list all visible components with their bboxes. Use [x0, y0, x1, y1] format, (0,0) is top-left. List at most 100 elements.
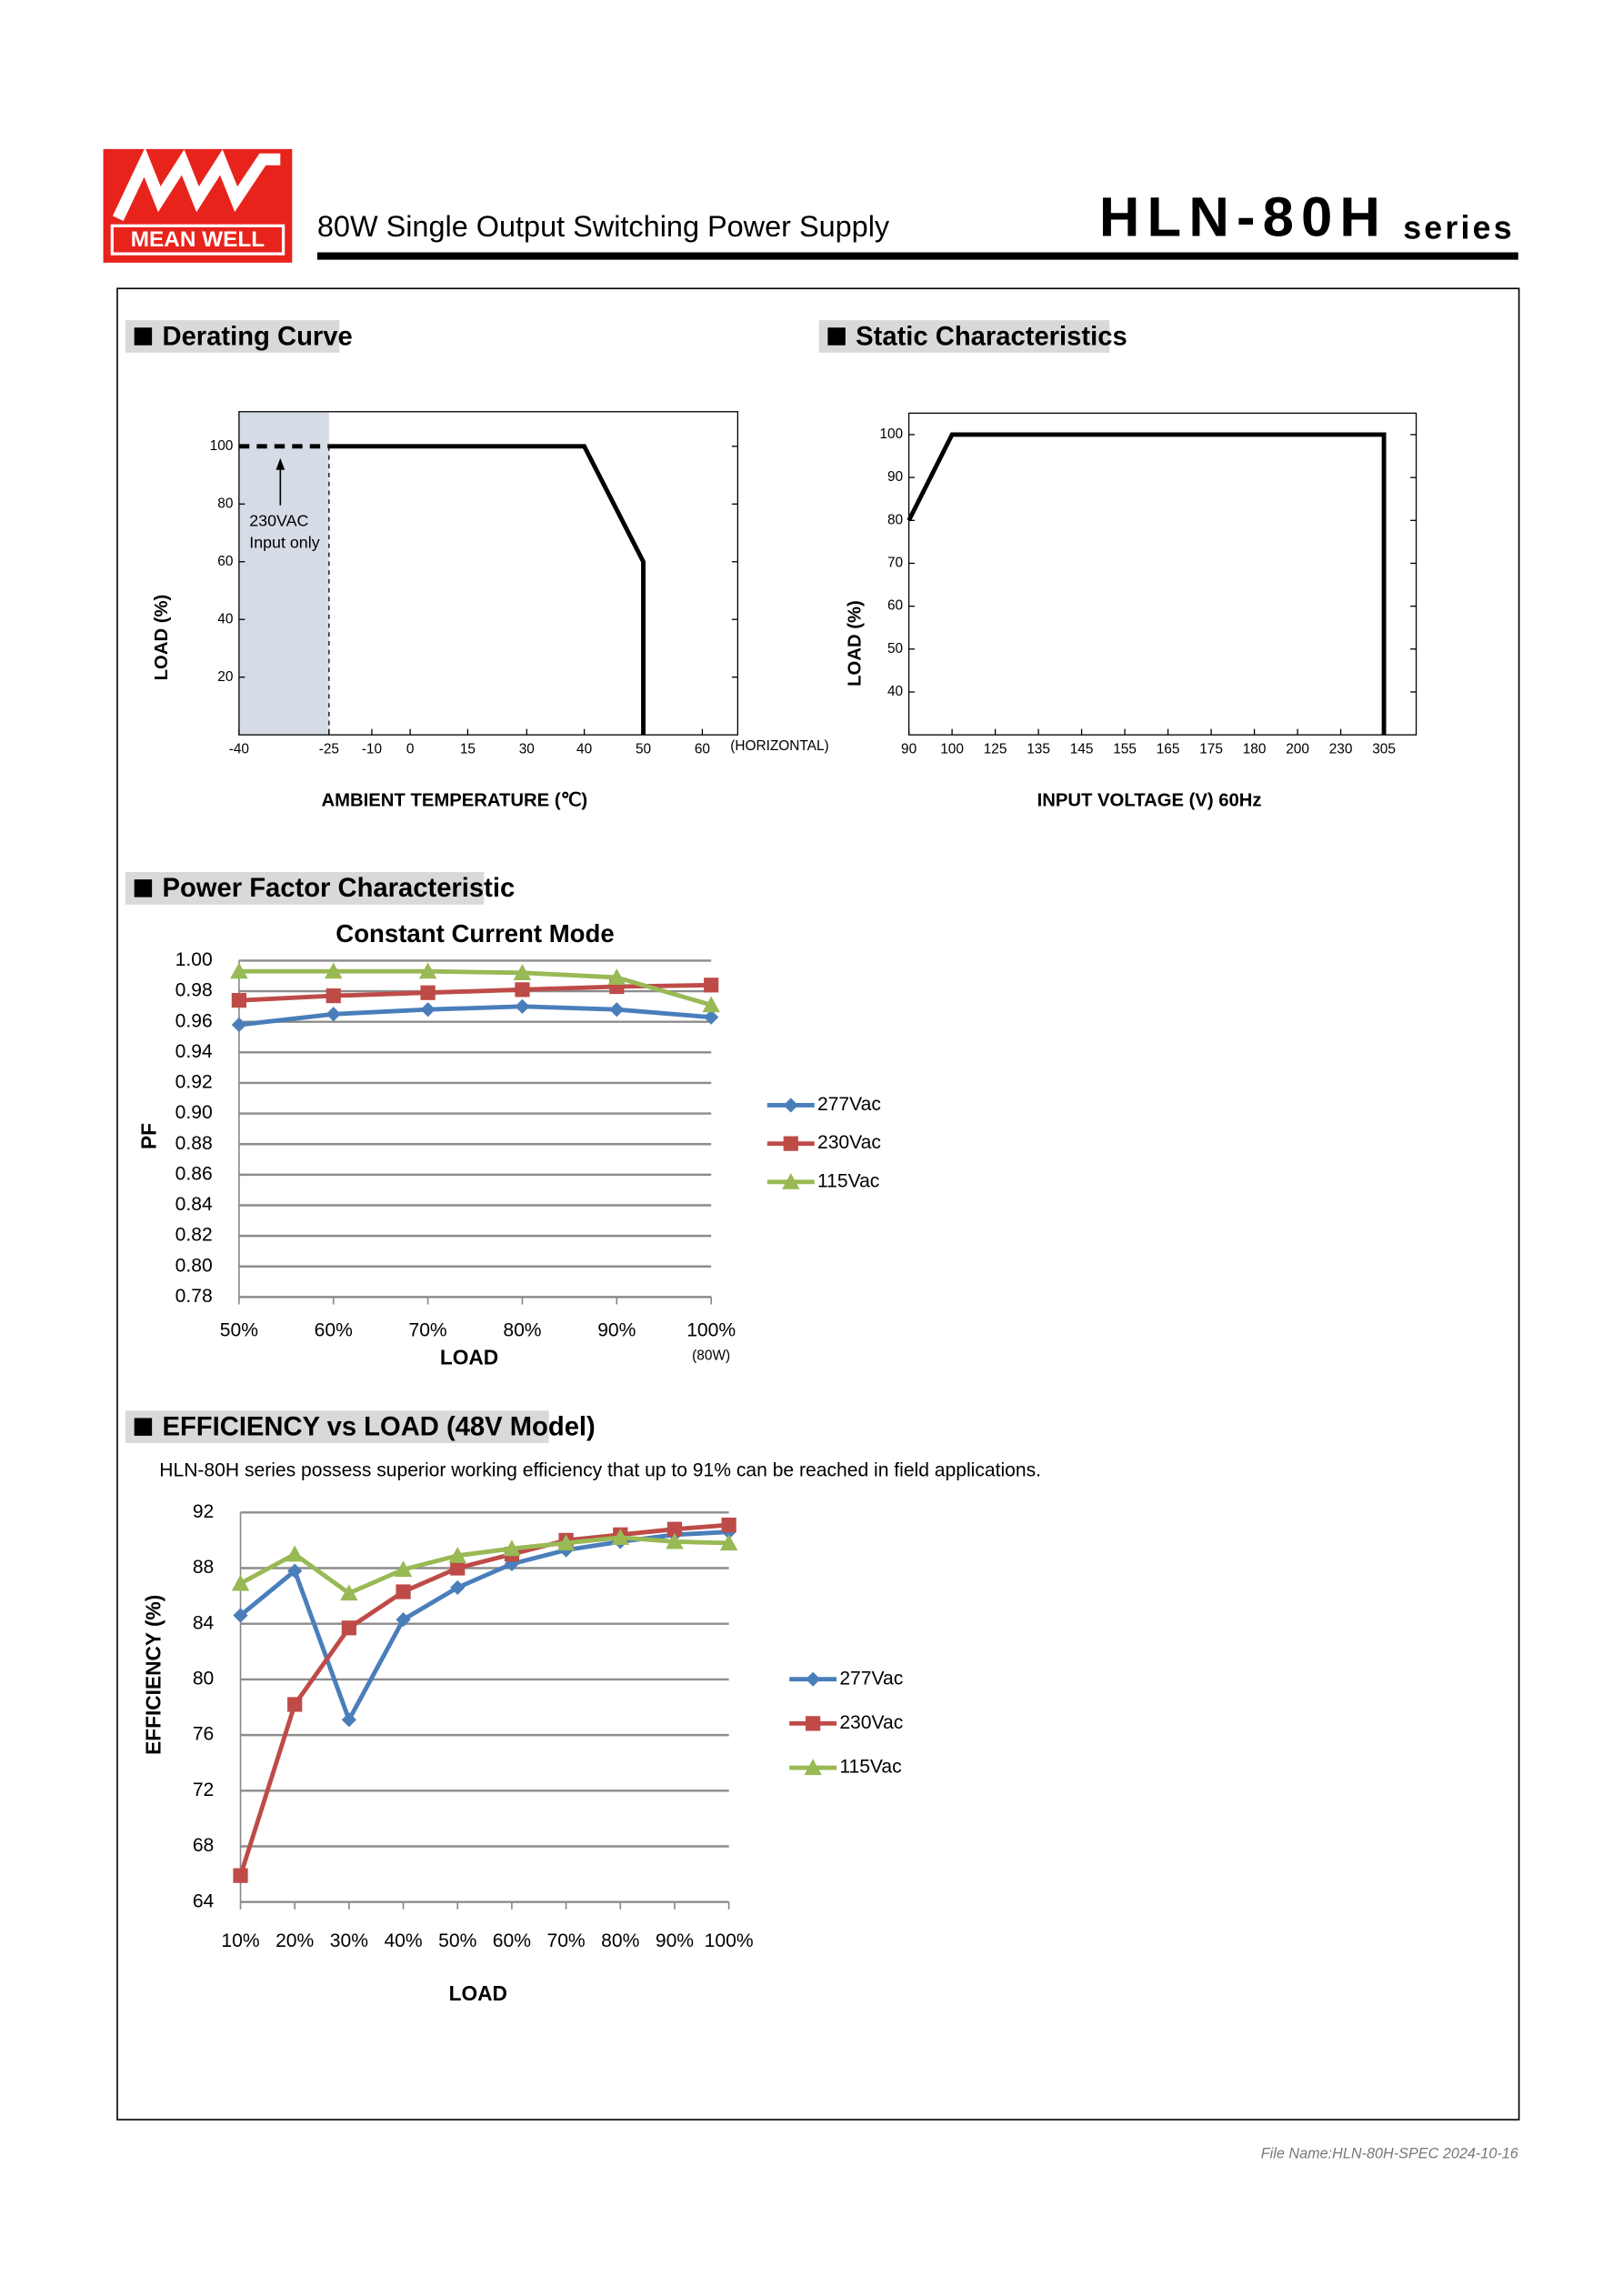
data-point	[515, 982, 530, 998]
section-heading-bg	[125, 872, 485, 905]
legend-marker	[782, 1173, 800, 1189]
data-point	[515, 998, 530, 1014]
data-point	[721, 1517, 736, 1533]
x-tick-label: 145	[1070, 741, 1094, 757]
y-tick-label: 70	[887, 556, 903, 571]
data-point	[503, 1539, 521, 1557]
data-point	[326, 1007, 341, 1022]
section-heading: Power Factor Characteristic	[163, 874, 516, 903]
data-point	[611, 1529, 630, 1545]
subtitle: 80W Single Output Switching Power Supply	[317, 210, 890, 243]
x-tick-label: 200	[1286, 741, 1309, 757]
annotation: Input only	[249, 534, 319, 552]
data-point	[341, 1620, 356, 1636]
y-axis-label: LOAD (%)	[846, 600, 866, 687]
section-heading-square	[827, 327, 846, 346]
y-tick-label: 84	[193, 1612, 215, 1633]
x-tick-label: 40%	[384, 1930, 422, 1951]
data-point	[230, 962, 248, 979]
x-tick-label: 135	[1027, 741, 1050, 757]
y-tick-label: 0.96	[175, 1010, 213, 1031]
y-tick-label: 1.00	[175, 949, 213, 970]
y-axis-label: LOAD (%)	[152, 595, 172, 681]
x-tick-label: 0	[406, 741, 415, 757]
section-heading-bg	[125, 1410, 549, 1444]
data-point	[513, 964, 532, 980]
annotation: 230VAC	[249, 511, 308, 529]
y-tick-label: 90	[887, 469, 903, 485]
section-heading-square	[134, 879, 153, 897]
series-line	[328, 444, 646, 736]
y-tick-label: 0.80	[175, 1255, 213, 1276]
series-line	[238, 1522, 729, 1877]
x-tick-label: 90%	[597, 1319, 636, 1340]
legend-marker	[806, 1671, 821, 1687]
x-axis-label: LOAD	[440, 1346, 498, 1369]
x-tick-label: 70%	[408, 1319, 446, 1340]
data-point	[287, 1697, 303, 1712]
data-point	[325, 962, 343, 979]
series-line	[907, 432, 1387, 736]
logo-frame	[110, 224, 286, 256]
x-tick-label: 15	[460, 741, 476, 757]
x-tick-label: 155	[1113, 741, 1137, 757]
section-heading: Derating Curve	[163, 322, 353, 351]
section-heading: Static Characteristics	[856, 322, 1127, 351]
legend-label: 277Vac	[839, 1668, 903, 1689]
y-tick-label: 0.78	[175, 1286, 213, 1307]
x-tick-label: 80%	[601, 1930, 639, 1951]
x-tick-label: 10%	[221, 1930, 259, 1951]
x-tick-label: 175	[1199, 741, 1223, 757]
y-tick-label: 80	[193, 1668, 214, 1689]
data-point	[233, 1868, 248, 1883]
x-tick-label: 230	[1329, 741, 1353, 757]
x-tick-label: 180	[1243, 741, 1267, 757]
y-tick-label: 0.90	[175, 1102, 213, 1123]
content-frame	[116, 287, 1520, 2121]
y-tick-label: 40	[887, 684, 903, 699]
data-point	[231, 1574, 250, 1591]
series-line	[238, 1004, 712, 1028]
x-tick-label: -40	[229, 741, 249, 757]
section-heading-bg	[818, 320, 1110, 353]
y-tick-label: 20	[217, 669, 233, 685]
y-tick-label: 80	[887, 512, 903, 527]
legend-label: 230Vac	[817, 1132, 881, 1153]
section-heading-bg	[125, 320, 340, 353]
series-line	[239, 1535, 729, 1596]
section-heading-square	[134, 1418, 153, 1436]
x-note: (HORIZONTAL)	[730, 738, 828, 754]
x-tick-label: 70%	[546, 1930, 585, 1951]
x-tick-label: 165	[1157, 741, 1180, 757]
x-note: (80W)	[692, 1348, 730, 1363]
data-point	[719, 1534, 738, 1551]
y-tick-label: 76	[193, 1724, 214, 1745]
x-tick-label: 60%	[315, 1319, 353, 1340]
y-tick-label: 0.92	[175, 1072, 213, 1093]
y-axis-label: PF	[137, 1123, 161, 1149]
y-tick-label: 100	[879, 426, 903, 442]
data-point	[666, 1532, 684, 1549]
y-tick-label: 100	[210, 438, 234, 454]
plot-frame	[907, 412, 1418, 736]
x-tick-label: 305	[1372, 741, 1396, 757]
data-point	[340, 1584, 358, 1601]
y-tick-label: 0.88	[175, 1133, 213, 1154]
x-tick-label: 125	[984, 741, 1007, 757]
data-point	[231, 993, 246, 1008]
data-point	[326, 988, 341, 1004]
footer: File Name:HLN-80H-SPEC 2024-10-16	[1261, 2145, 1519, 2161]
legend-marker	[783, 1098, 798, 1113]
legend-label: 115Vac	[817, 1170, 879, 1191]
chart-title: Constant Current Mode	[336, 919, 614, 947]
logo-mark	[112, 147, 281, 221]
x-tick-label: 90	[901, 741, 917, 757]
series-word: series	[1403, 210, 1515, 246]
x-tick-label: 60%	[493, 1930, 531, 1951]
x-tick-label: 100%	[705, 1930, 754, 1951]
data-point	[609, 1002, 625, 1018]
x-tick-label: 30%	[330, 1930, 368, 1951]
data-point	[418, 962, 437, 979]
data-point	[702, 996, 720, 1013]
